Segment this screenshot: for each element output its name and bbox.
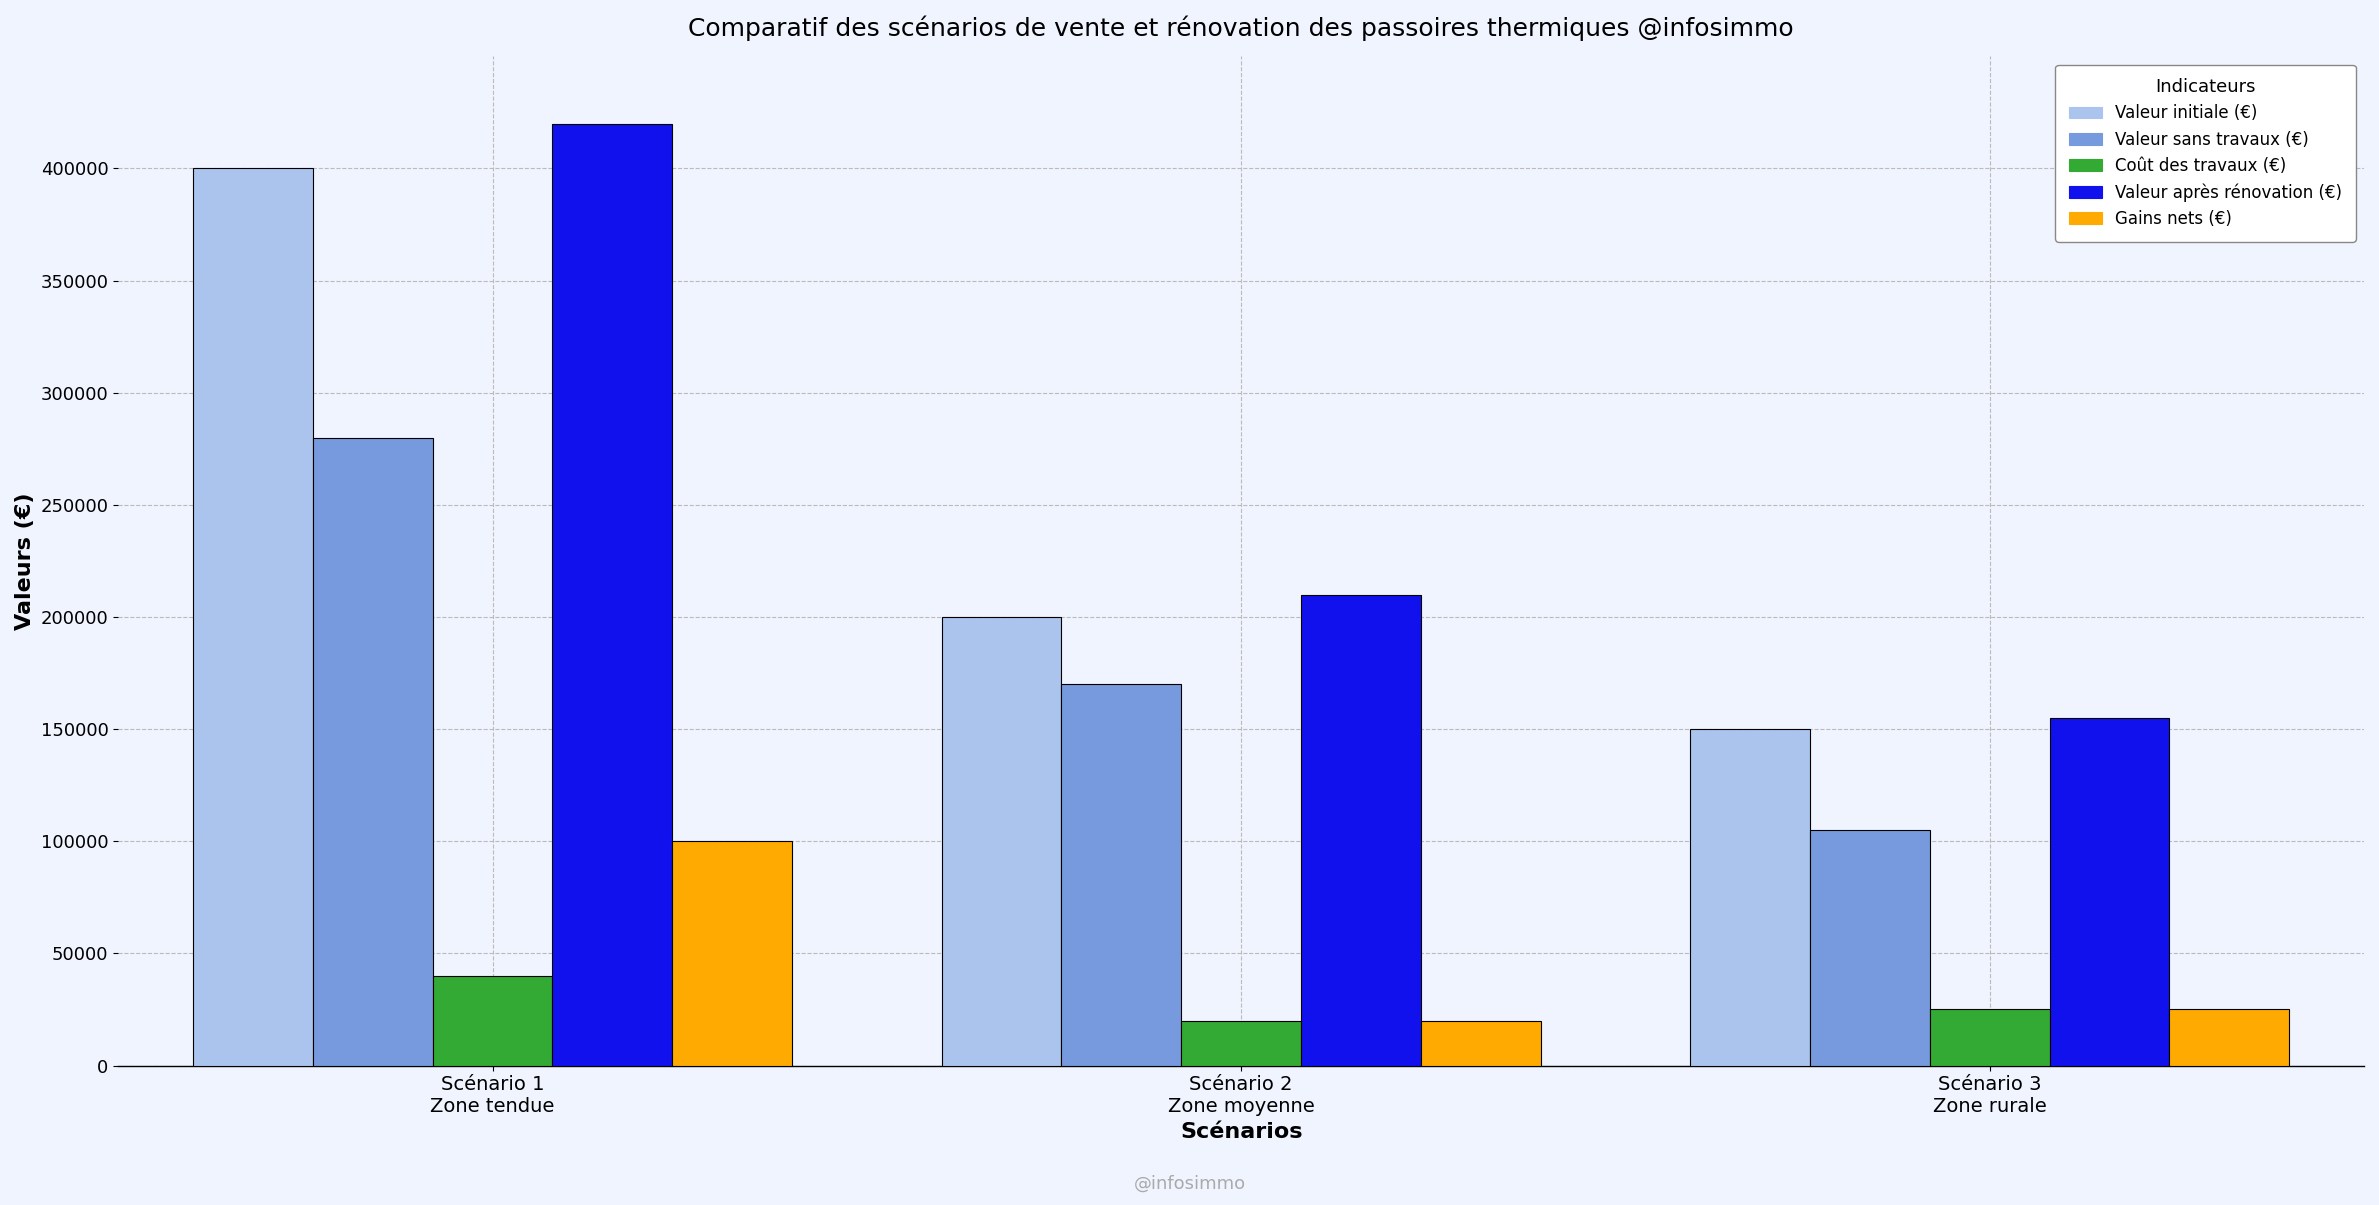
Bar [314,437,433,1065]
Title: Comparatif des scénarios de vente et rénovation des passoires thermiques @infosi: Comparatif des scénarios de vente et rén… [688,14,1794,41]
Bar [193,169,314,1065]
Y-axis label: Valeurs (€): Valeurs (€) [14,492,36,630]
Bar [1182,1021,1301,1065]
Bar [2051,718,2170,1065]
Bar [1929,1010,2051,1065]
Bar [673,841,792,1065]
Bar [433,976,552,1065]
Bar [1061,684,1182,1065]
Legend: Valeur initiale (€), Valeur sans travaux (€), Coût des travaux (€), Valeur après: Valeur initiale (€), Valeur sans travaux… [2055,65,2355,241]
Bar [552,124,673,1065]
Bar [942,617,1061,1065]
X-axis label: Scénarios: Scénarios [1180,1122,1301,1142]
Bar [1810,830,1929,1065]
Bar [1301,594,1420,1065]
Text: @infosimmo: @infosimmo [1132,1175,1247,1193]
Bar [1420,1021,1542,1065]
Bar [1691,729,1810,1065]
Bar [2170,1010,2289,1065]
